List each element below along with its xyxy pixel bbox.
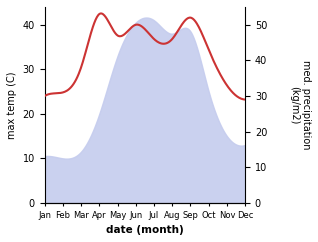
X-axis label: date (month): date (month) (106, 225, 184, 235)
Y-axis label: max temp (C): max temp (C) (7, 71, 17, 139)
Y-axis label: med. precipitation
(kg/m2): med. precipitation (kg/m2) (289, 60, 311, 150)
